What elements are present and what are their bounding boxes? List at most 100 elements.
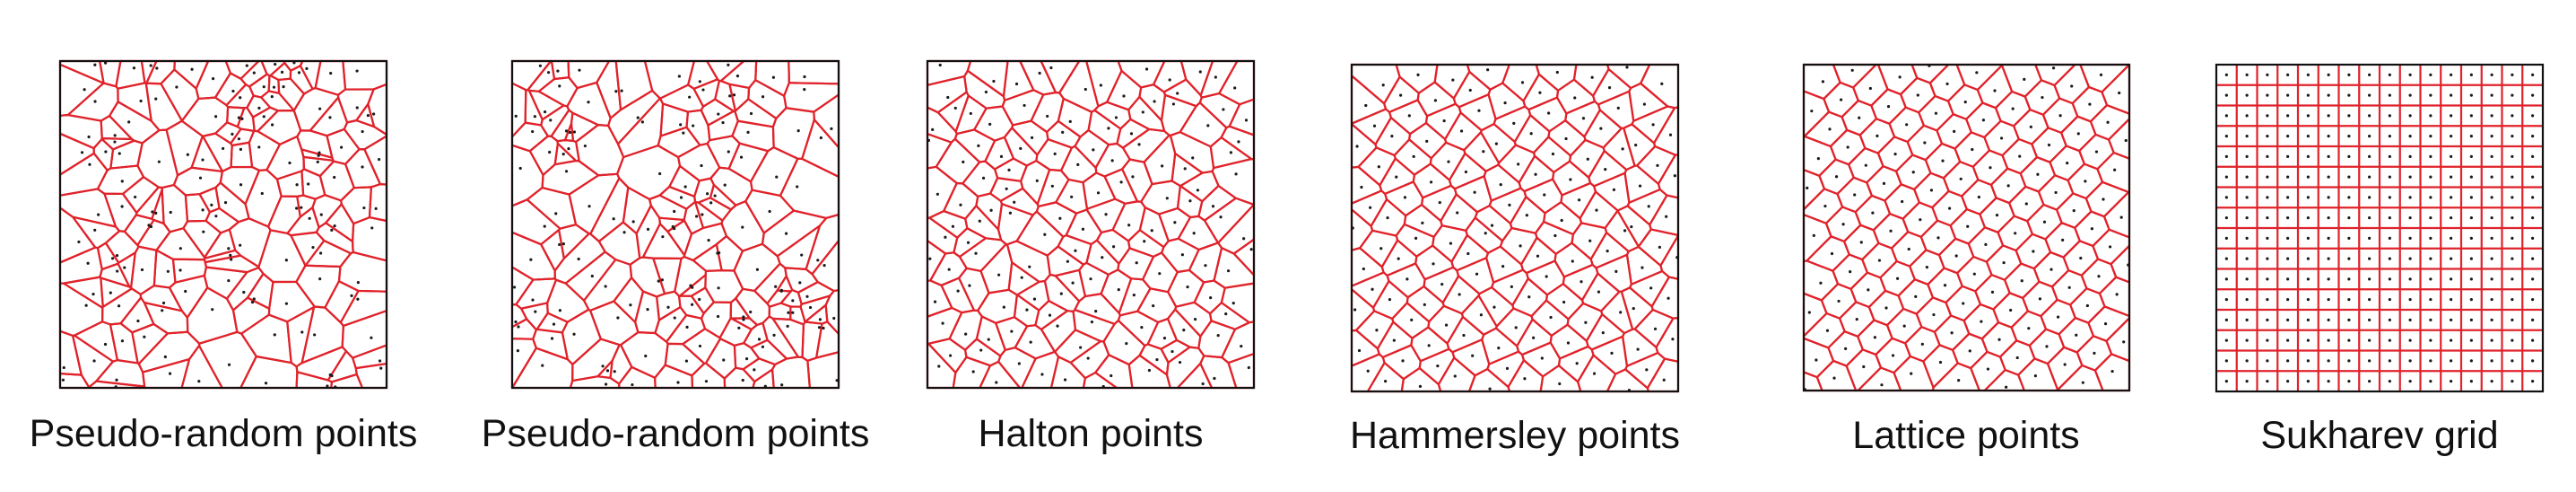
sample-point [1981,119,1986,122]
voronoi-cell [1093,101,1132,130]
sample-point [1141,110,1144,114]
sample-point [2511,154,2514,158]
sample-point [202,230,205,233]
sample-point [1630,224,1633,229]
sample-point [1920,342,1924,346]
sample-point [1488,387,1492,391]
sample-point [273,333,276,337]
sample-point [2450,135,2453,138]
sample-point [1558,382,1562,386]
sample-point [755,268,760,271]
sample-point [784,232,788,235]
sample-point [2063,363,2067,366]
sample-point [356,297,360,301]
sample-point [149,224,153,229]
voronoi-cell [1055,178,1089,215]
sample-point [1812,233,1815,237]
voronoi-cell [136,218,171,251]
sample-point [791,311,795,314]
voronoi-cell [929,251,968,286]
sample-point [947,268,951,271]
sample-point [1653,327,1658,330]
sample-point [2408,114,2412,118]
sample-point [689,284,692,287]
hammersley-frame [1350,63,1680,393]
sample-point [2327,380,2330,383]
sample-point [2469,196,2473,199]
sample-point [2408,338,2412,342]
sample-point [937,365,941,368]
voronoi-cell [58,246,103,285]
sample-point [2368,359,2371,363]
sample-point [333,224,336,228]
sample-point [2009,308,2013,312]
sample-point [2429,93,2432,97]
sample-point [1592,372,1597,375]
sample-point [1577,198,1581,202]
sample-point [2224,277,2228,281]
sample-point [2450,73,2453,76]
sample-point [971,370,975,373]
sample-point [2306,257,2310,260]
sample-point [374,206,378,210]
sample-point [1096,191,1101,195]
sample-point [978,219,981,223]
sample-point [938,63,942,67]
sample-point [1538,91,1542,94]
sample-point [2511,318,2514,321]
sample-point [817,326,822,329]
sample-point [2224,298,2228,302]
sample-point [2490,380,2493,383]
sample-point [1505,366,1510,371]
sample-point [280,70,284,74]
voronoi-cell [325,203,355,243]
sample-point [1206,124,1210,127]
voronoi-cell [510,82,527,138]
voronoi-cell [2096,151,2131,194]
sample-point [529,258,533,261]
sample-point [1161,164,1164,168]
sample-point [966,241,970,244]
sample-point [732,93,736,97]
sample-point [2327,298,2330,302]
voronoi-cell [213,72,248,107]
voronoi-cell [1580,272,1621,312]
voronoi-cell [296,129,334,159]
lattice-points [1803,64,2130,391]
sample-point [548,150,552,154]
sample-point [1486,68,1490,72]
sample-point [2450,175,2453,179]
sample-point [2429,114,2432,118]
sample-point [822,263,826,268]
sample-point [1222,108,1225,111]
sample-point [1673,174,1676,178]
sample-point [2286,298,2290,302]
voronoi-cell [289,65,314,95]
sample-point [1240,344,1243,348]
sample-point [2286,154,2290,158]
sample-point [77,240,81,244]
sample-point [2224,236,2228,240]
lattice-caption: Lattice points [1852,414,2080,457]
sample-point [2469,318,2473,321]
sample-point [1056,324,1059,328]
sample-point [316,160,319,163]
sample-point [1884,306,1888,310]
sample-point [1841,223,1845,226]
voronoi-cell [964,205,1003,242]
sample-point [1168,78,1171,82]
sample-point [964,332,968,336]
sample-point [2061,238,2065,242]
sample-point [161,301,166,305]
sample-point [2051,66,2056,70]
voronoi-cell [1659,234,1680,280]
sample-point [2490,277,2493,281]
sample-point [1436,364,1440,368]
sample-point [1209,296,1213,300]
voronoi-cell [1590,335,1629,375]
sample-point [330,228,334,232]
sample-point [2058,114,2062,118]
sample-point [1484,232,1487,235]
voronoi-cell [634,290,661,335]
sample-point [2347,196,2351,199]
